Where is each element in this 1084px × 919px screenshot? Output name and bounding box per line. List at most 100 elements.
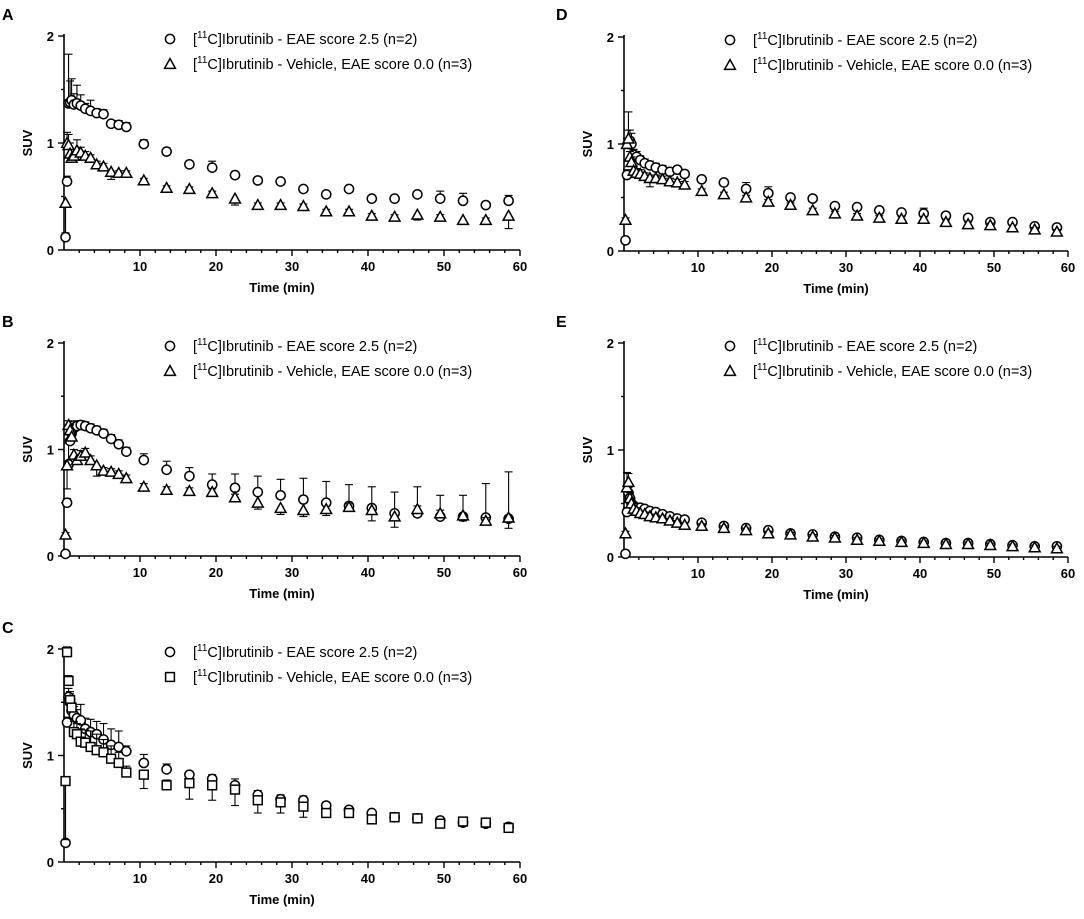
legend-entry-1: [11C]Ibrutinib - EAE score 2.5 (n=2) bbox=[164, 337, 417, 355]
data-point-circle bbox=[343, 183, 355, 195]
legend-marker-triangle bbox=[163, 364, 177, 377]
data-point-circle bbox=[98, 428, 109, 439]
x-tick-label: 50 bbox=[437, 565, 451, 580]
data-point-circle bbox=[61, 717, 73, 728]
legend-label-prefix: [ bbox=[193, 57, 197, 73]
data-point-triangle bbox=[621, 475, 636, 488]
y-axis-title: SUV bbox=[20, 742, 35, 769]
legend-label: [11C]Ibrutinib - Vehicle, EAE score 0.0 … bbox=[193, 55, 472, 73]
data-point-triangle bbox=[655, 511, 670, 524]
data-point-square bbox=[343, 807, 355, 819]
x-tick-label: 20 bbox=[765, 566, 779, 581]
data-point-triangle bbox=[273, 198, 288, 211]
data-point-circle bbox=[229, 169, 241, 181]
series-2 bbox=[618, 471, 1064, 554]
x-axis-title: Time (min) bbox=[249, 280, 315, 295]
data-point-circle bbox=[161, 763, 172, 775]
x-tick-label: 30 bbox=[285, 259, 299, 274]
x-axis-title: Time (min) bbox=[249, 892, 315, 907]
x-tick-label: 10 bbox=[691, 260, 705, 275]
data-point-triangle bbox=[205, 186, 219, 199]
data-point-triangle bbox=[917, 536, 931, 549]
data-point-triangle bbox=[806, 529, 820, 542]
y-tick-label: 2 bbox=[607, 30, 614, 45]
x-axis-title: Time (min) bbox=[803, 587, 869, 602]
data-point-square bbox=[503, 822, 514, 834]
data-point-triangle bbox=[670, 515, 684, 528]
data-point-circle bbox=[389, 193, 400, 204]
legend-entry-1: [11C]Ibrutinib - EAE score 2.5 (n=2) bbox=[724, 337, 977, 355]
data-point-triangle bbox=[624, 155, 639, 168]
data-point-circle bbox=[120, 745, 132, 757]
series-2 bbox=[618, 129, 1064, 237]
legend-label-prefix: [ bbox=[193, 339, 197, 355]
data-point-triangle bbox=[273, 501, 288, 514]
legend-label-sup: 11 bbox=[197, 30, 208, 41]
data-point-circle bbox=[480, 199, 492, 211]
x-tick-label: 30 bbox=[839, 260, 853, 275]
x-tick-label: 40 bbox=[361, 565, 375, 580]
legend-label: [11C]Ibrutinib - EAE score 2.5 (n=2) bbox=[753, 31, 977, 49]
data-point-triangle bbox=[96, 159, 111, 172]
legend-entry-1: [11C]Ibrutinib - EAE score 2.5 (n=2) bbox=[724, 31, 977, 49]
data-point-triangle bbox=[456, 213, 470, 226]
data-point-triangle bbox=[983, 538, 997, 551]
data-point-triangle bbox=[1050, 541, 1064, 554]
data-point-circle bbox=[161, 464, 172, 476]
data-point-triangle bbox=[433, 209, 447, 222]
data-point-triangle bbox=[939, 215, 953, 228]
legend-label-sup: 11 bbox=[197, 668, 208, 679]
data-point-triangle bbox=[83, 151, 98, 164]
y-axis-title: SUV bbox=[20, 436, 35, 463]
x-tick-label: 10 bbox=[133, 259, 147, 274]
legend-label-sup: 11 bbox=[197, 643, 208, 654]
data-point-square bbox=[298, 801, 309, 812]
data-point-triangle bbox=[501, 510, 516, 523]
data-point-triangle bbox=[1028, 222, 1042, 235]
data-point-triangle bbox=[961, 217, 975, 230]
data-point-circle bbox=[298, 183, 309, 195]
data-point-triangle bbox=[342, 204, 356, 217]
data-point-triangle bbox=[251, 495, 265, 508]
x-tick-label: 50 bbox=[987, 566, 1001, 581]
data-point-triangle bbox=[655, 172, 670, 185]
data-point-circle bbox=[718, 177, 730, 188]
legend-label-suffix: C]Ibrutinib - EAE score 2.5 (n=2) bbox=[207, 32, 417, 48]
data-point-triangle bbox=[783, 527, 798, 540]
data-point-triangle bbox=[182, 484, 197, 497]
data-point-square bbox=[480, 817, 491, 828]
data-point-triangle bbox=[410, 207, 425, 220]
data-point-circle bbox=[696, 173, 708, 185]
legend-label-suffix: C]Ibrutinib - EAE score 2.5 (n=2) bbox=[207, 645, 417, 661]
y-tick-label: 0 bbox=[47, 243, 54, 258]
x-tick-label: 10 bbox=[133, 565, 147, 580]
data-point-triangle bbox=[695, 184, 709, 197]
y-axis-title: SUV bbox=[20, 129, 35, 156]
legend-label-sup: 11 bbox=[197, 337, 208, 348]
legend-label-suffix: C]Ibrutinib - EAE score 2.5 (n=2) bbox=[767, 33, 977, 49]
data-point-triangle bbox=[78, 445, 92, 458]
data-point-circle bbox=[60, 548, 71, 560]
data-point-triangle bbox=[1028, 540, 1042, 553]
y-tick-label: 1 bbox=[47, 749, 54, 764]
data-point-triangle bbox=[319, 204, 333, 217]
data-point-triangle bbox=[296, 503, 311, 516]
data-point-triangle bbox=[159, 180, 174, 194]
data-point-circle bbox=[620, 548, 631, 560]
series-1 bbox=[60, 53, 514, 243]
data-point-square bbox=[435, 818, 446, 829]
data-point-circle bbox=[138, 454, 150, 466]
data-point-circle bbox=[807, 193, 819, 204]
data-point-triangle bbox=[296, 199, 311, 212]
legend-marker-circle bbox=[724, 340, 736, 352]
data-point-triangle bbox=[64, 429, 79, 442]
legend-label-prefix: [ bbox=[753, 339, 757, 355]
legend-marker-triangle bbox=[723, 364, 737, 377]
series-2 bbox=[58, 131, 516, 234]
legend-label: [11C]Ibrutinib - Vehicle, EAE score 0.0 … bbox=[193, 362, 472, 380]
data-point-circle bbox=[679, 168, 691, 180]
series-1 bbox=[60, 419, 514, 560]
y-tick-label: 1 bbox=[47, 443, 54, 458]
